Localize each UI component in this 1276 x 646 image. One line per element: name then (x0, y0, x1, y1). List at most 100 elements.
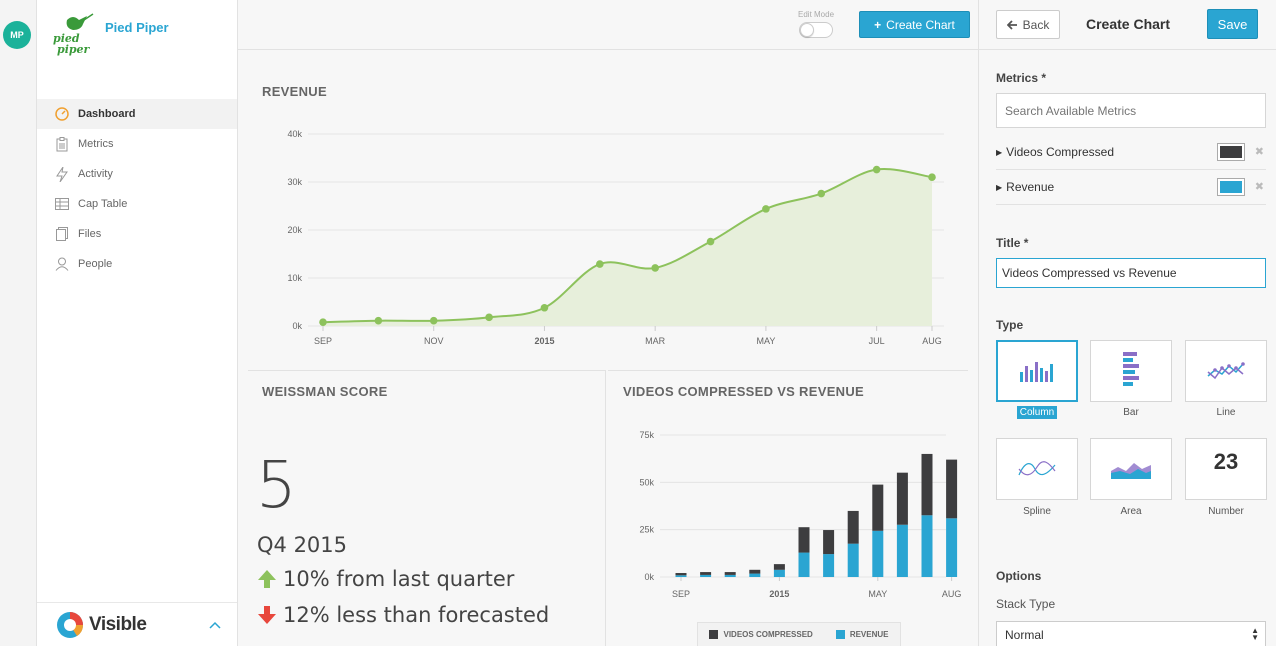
type-label: Type (996, 318, 1024, 332)
type-tile-number[interactable]: 23 (1185, 438, 1267, 500)
remove-icon[interactable]: ✖ (1254, 146, 1264, 158)
metrics-search-input[interactable] (996, 93, 1266, 128)
sidebar-item-cap-table[interactable]: Cap Table (37, 189, 237, 219)
x-tick-label: MAY (756, 336, 775, 346)
caret-right-icon[interactable]: ▶ (996, 182, 1003, 192)
edit-mode-toggle[interactable] (799, 22, 834, 38)
sidebar-item-label: Files (78, 228, 102, 240)
bar-segment (896, 472, 908, 525)
type-tile-area[interactable] (1090, 438, 1172, 500)
files-icon (54, 226, 70, 242)
weissman-score-card: WEISSMAN SCORE 5 Q4 2015 10% from last q… (248, 370, 606, 646)
x-tick-label: AUG (942, 589, 962, 599)
svg-text:pied: pied (53, 32, 80, 45)
spline-chart-icon (1018, 461, 1056, 476)
weissman-card-title: WEISSMAN SCORE (262, 384, 388, 399)
x-tick-label: MAY (868, 589, 887, 599)
bar-segment (749, 569, 761, 574)
type-tile-bar[interactable] (1090, 340, 1172, 402)
bar-segment (773, 569, 785, 577)
edit-mode-toggle-group: Edit Mode (798, 10, 834, 38)
person-icon (54, 256, 70, 272)
sidebar-item-label: Dashboard (78, 108, 136, 120)
sidebar-item-dashboard[interactable]: Dashboard (37, 99, 237, 129)
legend-swatch (709, 630, 719, 640)
revenue-card-title: REVENUE (262, 84, 327, 99)
legend-item-revenue[interactable]: REVENUE (835, 630, 889, 640)
area-chart-icon (1111, 463, 1151, 479)
bar-segment (798, 552, 810, 577)
bar-segment (946, 518, 958, 577)
bar-chart-icon (1123, 352, 1139, 386)
caret-right-icon[interactable]: ▶ (996, 147, 1003, 157)
type-tile-column[interactable] (996, 340, 1078, 402)
type-label-spline: Spline (1023, 506, 1051, 517)
create-chart-button[interactable]: + Create Chart (859, 11, 970, 38)
bar-segment (921, 453, 933, 516)
metric-row-videos-compressed[interactable]: ▶ Videos Compressed ✖ (996, 135, 1266, 170)
revenue-area (323, 169, 932, 326)
chevron-up-icon[interactable] (209, 617, 221, 632)
y-tick-label: 20k (287, 225, 302, 235)
bar-segment (847, 543, 859, 577)
y-tick-label: 0k (644, 572, 654, 582)
sidebar-item-files[interactable]: Files (37, 219, 237, 249)
dashboard-gauge-icon (54, 106, 70, 122)
data-point (540, 303, 549, 312)
data-point (485, 313, 493, 322)
x-tick-label: NOV (424, 336, 444, 346)
save-button[interactable]: Save (1207, 9, 1258, 39)
y-tick-label: 25k (639, 525, 654, 535)
bar-segment (675, 573, 687, 576)
metric-color-swatch[interactable] (1217, 143, 1245, 161)
x-tick-label: 2015 (769, 589, 789, 599)
bar-segment (798, 527, 810, 553)
remove-icon[interactable]: ✖ (1254, 181, 1264, 193)
bar-segment (823, 530, 835, 555)
bar-segment (872, 484, 884, 531)
legend-item-videos[interactable]: VIDEOS COMPRESSED (709, 629, 813, 640)
company-brand[interactable]: pied piper Pied Piper (53, 12, 169, 56)
back-button[interactable]: Back (996, 10, 1060, 39)
bar-segment (773, 564, 785, 570)
bar-segment (675, 575, 687, 577)
chart-title-input[interactable] (996, 258, 1266, 288)
metric-name: Revenue (1006, 180, 1055, 194)
sidebar-item-activity[interactable]: Activity (37, 159, 237, 189)
bar-segment (700, 574, 712, 577)
column-chart-icon (1020, 362, 1053, 382)
arrow-left-icon (1006, 19, 1017, 30)
create-chart-panel: Back Create Chart Save Metrics * ▶ Video… (978, 0, 1276, 646)
sidebar-item-metrics[interactable]: Metrics (37, 129, 237, 159)
type-label-bar: Bar (1123, 407, 1139, 418)
x-tick-label: MAR (645, 336, 666, 346)
type-label-area: Area (1120, 506, 1142, 517)
arrow-up-icon (258, 570, 276, 588)
data-point (762, 205, 770, 213)
avatar[interactable]: MP (3, 21, 31, 49)
stat-down-line: 12% less than forecasted (257, 603, 549, 627)
visible-logo-icon (57, 611, 84, 638)
bar-segment (946, 459, 958, 519)
stacked-column-chart: 0k 25k 50k 75k SEP 2015 MAY AUG (639, 430, 962, 599)
legend-swatch (835, 630, 845, 640)
type-tile-spline[interactable] (996, 438, 1078, 500)
sidebar-item-people[interactable]: People (37, 249, 237, 279)
lightning-icon (54, 166, 70, 182)
stack-type-select[interactable]: Normal ▲ ▼ (996, 621, 1266, 646)
dashboard-topbar: Edit Mode + Create Chart (238, 0, 978, 50)
type-tile-line[interactable] (1185, 340, 1267, 402)
stat-up-text: 10% from last quarter (283, 567, 515, 591)
arrow-down-icon (258, 606, 276, 624)
metric-color-swatch[interactable] (1217, 178, 1245, 196)
visible-brand-name: Visible (89, 613, 147, 635)
sidebar-item-label: Cap Table (78, 198, 128, 210)
legend-label: VIDEOS COMPRESSED (723, 629, 813, 639)
x-tick-label: 2015 (534, 336, 554, 346)
metric-row-revenue[interactable]: ▶ Revenue ✖ (996, 170, 1266, 205)
data-point (872, 165, 881, 174)
revenue-card: REVENUE 0k 10k 20k 30k 40k SEP NOV 2015 MAR MAY JU… (248, 60, 968, 368)
toggle-knob (800, 23, 815, 37)
revenue-area-chart: 0k 10k 20k 30k 40k SEP NOV 2015 MAR MAY JUL AUG (287, 129, 944, 346)
stat-up-line: 10% from last quarter (257, 567, 514, 591)
